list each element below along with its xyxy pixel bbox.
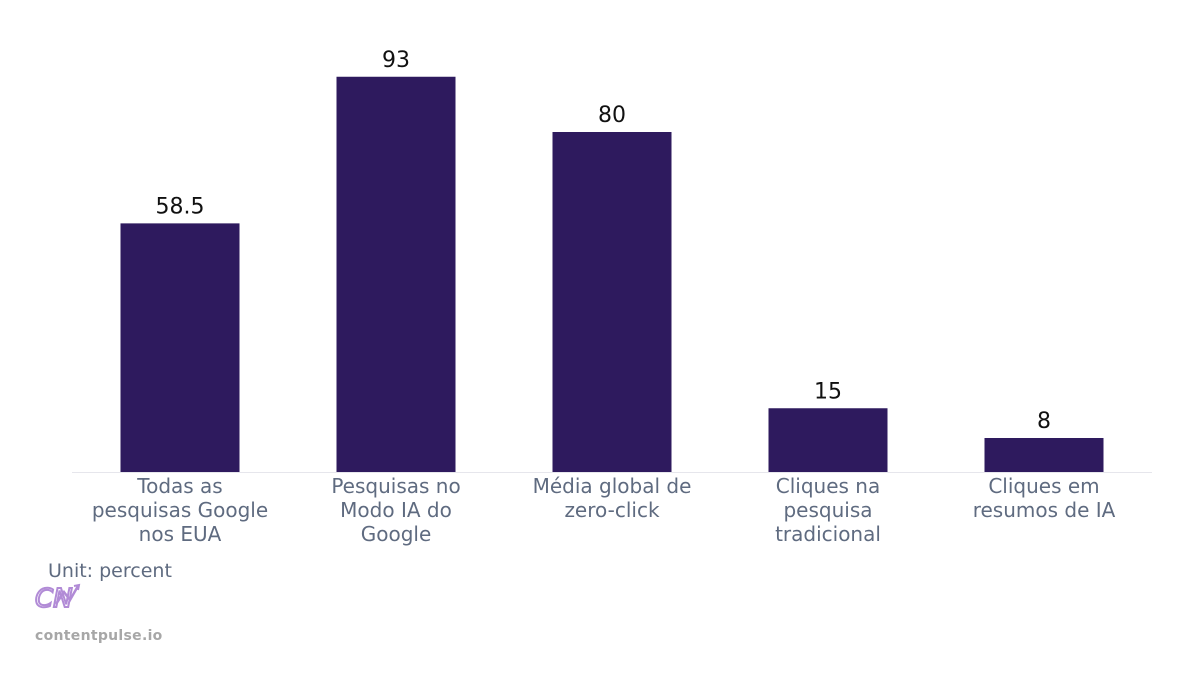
x-tick-label: Todas as (136, 474, 222, 498)
x-tick-label: tradicional (775, 522, 881, 546)
x-tick-label: Google (361, 522, 432, 546)
bar (984, 438, 1104, 472)
x-tick-label: nos EUA (139, 522, 222, 546)
x-tick-label: resumos de IA (973, 498, 1116, 522)
x-tick-label: Média global de (533, 474, 692, 498)
x-tick-label: Cliques na (776, 474, 880, 498)
svg-text:CN: CN (35, 584, 73, 614)
bar (336, 76, 456, 472)
site-label: contentpulse.io (35, 628, 163, 644)
x-tick-label: Cliques em (988, 474, 1099, 498)
bar (120, 223, 240, 472)
x-tick-label: Pesquisas no (331, 474, 460, 498)
unit-label: Unit: percent (48, 560, 172, 582)
contentpulse-logo: CN (34, 580, 84, 615)
data-label: 80 (598, 103, 626, 128)
data-label: 15 (814, 379, 842, 404)
data-label: 58.5 (156, 194, 205, 219)
x-tick-label: zero-click (564, 498, 660, 522)
data-label: 8 (1037, 409, 1051, 434)
x-tick-label: pesquisas Google (92, 498, 268, 522)
data-label: 93 (382, 48, 410, 73)
x-tick-label: pesquisa (783, 498, 872, 522)
bar (552, 132, 672, 472)
x-tick-label: Modo IA do (340, 498, 452, 522)
bar (768, 408, 888, 472)
